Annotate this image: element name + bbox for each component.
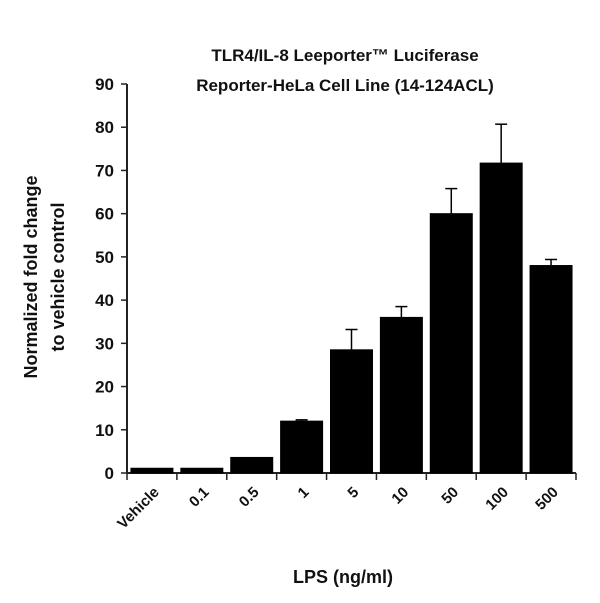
x-tick-label: 100 — [482, 484, 512, 514]
y-tick-label: 30 — [95, 334, 114, 353]
bar-0-5 — [230, 456, 274, 474]
bar-100 — [479, 162, 523, 474]
x-tick-label: 50 — [438, 484, 462, 508]
bar-10 — [379, 316, 423, 474]
y-tick-label: 20 — [95, 378, 114, 397]
chart-title-line-1: TLR4/IL-8 Leeporter™ Luciferase — [211, 46, 478, 65]
x-tick-label: 500 — [532, 484, 562, 514]
y-axis-label-line-1: Normalized fold change — [21, 175, 41, 378]
bar-500 — [529, 265, 573, 474]
x-tick-label: 1 — [295, 484, 313, 502]
bar-5 — [330, 349, 373, 474]
x-tick-label: 10 — [388, 484, 412, 508]
chart-title-line-2: Reporter-HeLa Cell Line (14-124ACL) — [196, 76, 494, 95]
x-axis-label: LPS (ng/ml) — [293, 567, 393, 587]
bar-0-1 — [180, 467, 224, 474]
y-tick-label: 0 — [105, 464, 114, 483]
x-tick-label: 0.1 — [186, 484, 213, 511]
y-tick-label: 70 — [95, 161, 114, 180]
x-tick-label: Vehicle — [114, 484, 163, 533]
x-tick-label: 0.5 — [236, 484, 263, 511]
bar-1 — [280, 420, 324, 474]
y-tick-label: 60 — [95, 205, 114, 224]
y-tick-label: 80 — [95, 118, 114, 137]
x-tick-label: 5 — [344, 484, 362, 502]
y-tick-label: 10 — [95, 421, 114, 440]
y-tick-label: 40 — [95, 291, 114, 310]
bar-50 — [429, 213, 473, 474]
y-tick-label: 50 — [95, 248, 114, 267]
y-axis-label-line-2: to vehicle control — [48, 202, 68, 351]
y-tick-label: 90 — [95, 75, 114, 94]
bar-vehicle — [130, 467, 174, 474]
